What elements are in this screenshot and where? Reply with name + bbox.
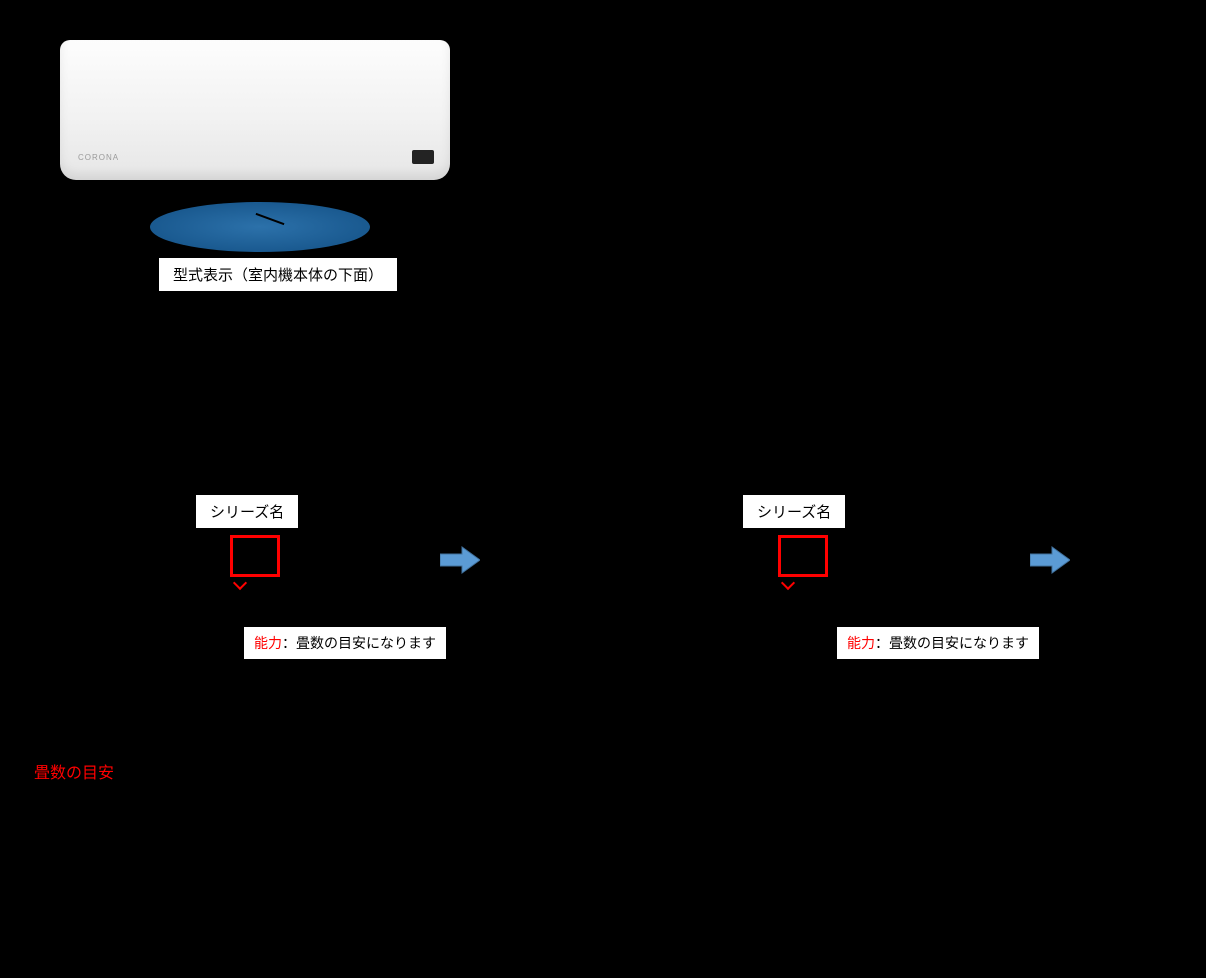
ability-prefix: 能力 — [254, 635, 282, 651]
ac-brand-text: CORONA — [78, 153, 119, 162]
ac-body: CORONA — [60, 40, 450, 180]
ability-prefix: 能力 — [847, 635, 875, 651]
arrow-right-icon — [440, 545, 480, 575]
ability-suffix: ：畳数の目安になります — [875, 635, 1029, 651]
model-location-label: 型式表示（室内機本体の下面） — [158, 257, 398, 292]
red-highlight-box-right — [778, 535, 828, 577]
series-label-right: シリーズ名 — [742, 494, 846, 529]
red-highlight-box-left — [230, 535, 280, 577]
ac-unit-illustration: CORONA — [60, 40, 460, 240]
red-tick-right — [781, 576, 795, 590]
ac-shadow-ellipse — [150, 202, 370, 252]
red-tick-left — [233, 576, 247, 590]
ability-suffix: ：畳数の目安になります — [282, 635, 436, 651]
series-label-left: シリーズ名 — [195, 494, 299, 529]
ability-label-right: 能力：畳数の目安になります — [836, 626, 1040, 660]
tatami-guide-label: 畳数の目安 — [34, 759, 114, 783]
arrow-right-icon — [1030, 545, 1070, 575]
ability-label-left: 能力：畳数の目安になります — [243, 626, 447, 660]
ac-display-panel — [412, 150, 434, 164]
